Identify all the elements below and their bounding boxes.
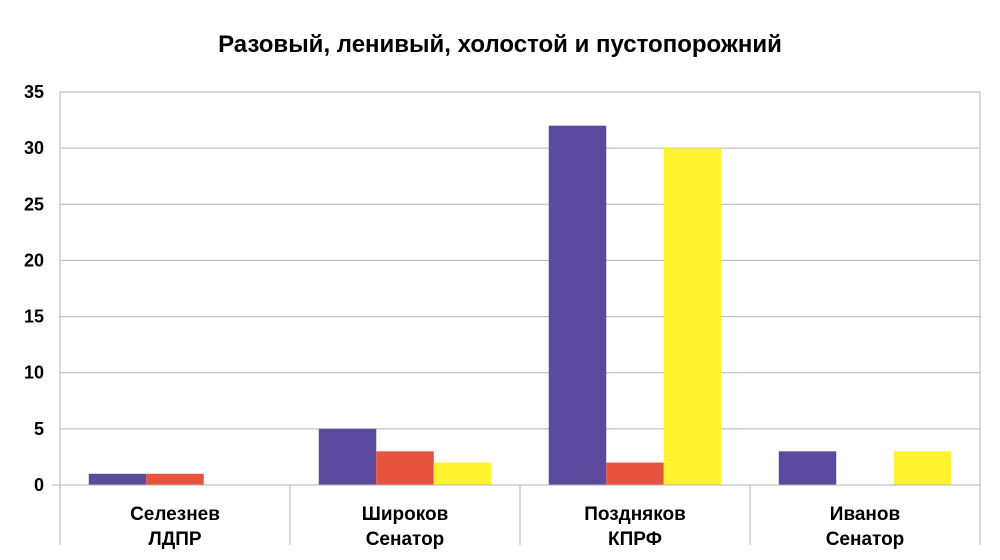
x-category-label-line: Сенатор xyxy=(366,529,445,550)
axis-labels: 0 5 10 15 20 25 30 35 Селезнев ЛДПР Широков Сенатор… xyxy=(24,82,904,550)
x-category-label-line: Поздняков xyxy=(584,504,686,525)
y-tick-label: 10 xyxy=(24,363,44,383)
y-tick-label: 5 xyxy=(34,419,44,439)
bar-series-1-category-2 xyxy=(318,428,377,485)
bar-series-2-category-2 xyxy=(376,451,434,485)
grid-lines xyxy=(60,91,980,430)
bar-series-3-category-4 xyxy=(893,451,952,485)
bar-series-2-category-3 xyxy=(606,462,664,485)
x-category-label-line: Селезнев xyxy=(130,504,220,525)
x-category-label: Иванов Сенатор xyxy=(826,504,905,550)
bar-series-3-category-3 xyxy=(663,148,722,485)
x-category-label: Поздняков КПРФ xyxy=(584,504,686,550)
bar-series-1-category-3 xyxy=(548,125,607,485)
y-tick-label: 0 xyxy=(34,475,44,495)
x-category-label-line: Сенатор xyxy=(826,529,905,550)
bar-series-3-category-2 xyxy=(433,462,492,485)
y-tick-label: 30 xyxy=(24,138,44,158)
x-category-label: Селезнев ЛДПР xyxy=(130,504,220,550)
bars xyxy=(88,125,952,485)
y-tick-label: 20 xyxy=(24,250,44,270)
y-tick-label: 15 xyxy=(24,307,44,327)
chart-title: Разовый, ленивый, холостой и пустопорожн… xyxy=(218,31,782,58)
bar-series-2-category-1 xyxy=(146,473,204,485)
axes xyxy=(52,92,981,545)
y-tick-label: 25 xyxy=(24,194,44,214)
bar-series-1-category-4 xyxy=(778,451,837,485)
bar-series-1-category-1 xyxy=(88,473,147,485)
x-category-label-line: ЛДПР xyxy=(148,529,202,550)
y-tick-label: 35 xyxy=(24,82,44,102)
x-category-label: Широков Сенатор xyxy=(362,504,449,550)
x-category-label-line: Иванов xyxy=(830,504,900,525)
x-category-label-line: Широков xyxy=(362,504,449,525)
x-category-label-line: КПРФ xyxy=(608,529,662,550)
